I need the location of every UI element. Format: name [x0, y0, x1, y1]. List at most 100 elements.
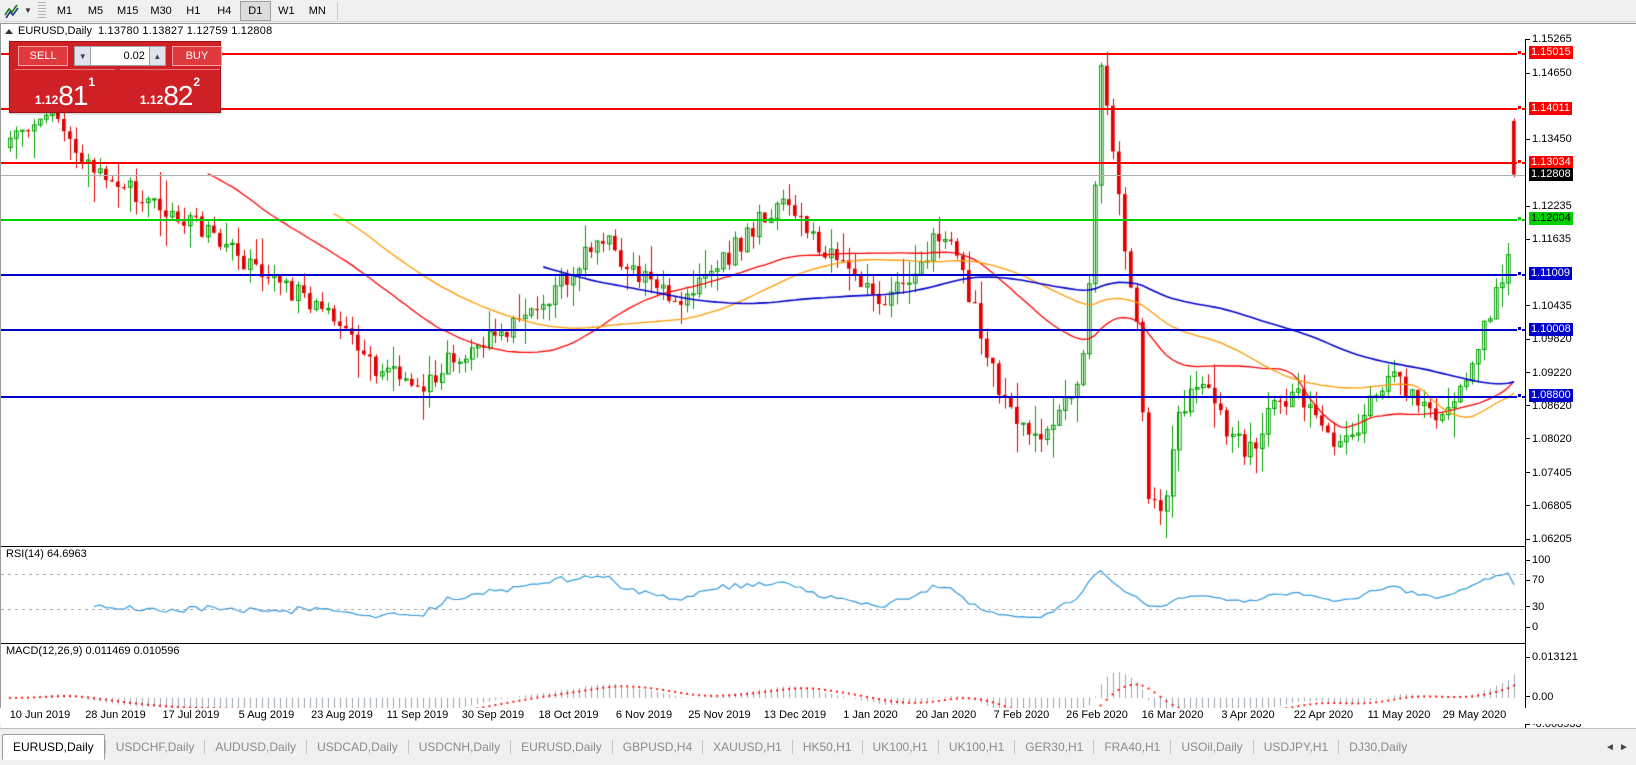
- tab-separator: [306, 740, 308, 754]
- tab-prev-arrow[interactable]: ◄: [1605, 741, 1615, 753]
- one-click-trading-panel[interactable]: SELL ▼ 0.02 ▲ BUY 1.12 81 1 1.12 82 2: [9, 41, 222, 113]
- tab-separator: [937, 740, 939, 754]
- price-level-tag-current-price[interactable]: 1.12808: [1529, 168, 1573, 182]
- level-line-handle[interactable]: [1517, 215, 1522, 221]
- price-level-tag-resistance[interactable]: 1.14011: [1529, 101, 1572, 115]
- chart-tab-audusd-daily[interactable]: AUDUSD,Daily: [215, 740, 297, 754]
- level-line-handle[interactable]: [1517, 326, 1522, 332]
- tab-separator: [104, 740, 106, 754]
- time-axis-label: 18 Oct 2019: [538, 709, 599, 721]
- chart-tab-xauusd-h1[interactable]: XAUUSD,H1: [713, 740, 782, 754]
- price-tick-label: 1.12235: [1532, 200, 1572, 213]
- tab-separator: [861, 740, 863, 754]
- indicators-dropdown-caret[interactable]: ▼: [24, 6, 32, 15]
- chart-tab-usdjpy-h1[interactable]: USDJPY,H1: [1263, 740, 1329, 754]
- horizontal-level-line-1.10008[interactable]: [1, 329, 1525, 332]
- timeframe-button-m30[interactable]: M30: [150, 4, 172, 17]
- chart-tab-hk50-h1[interactable]: HK50,H1: [802, 740, 852, 754]
- timeframe-button-w1[interactable]: W1: [278, 4, 295, 17]
- chart-tab-usdcad-daily[interactable]: USDCAD,Daily: [317, 740, 398, 754]
- level-line-handle[interactable]: [1517, 392, 1522, 398]
- chart-tab-eurusd-daily[interactable]: EURUSD,Daily: [521, 740, 602, 754]
- timeframe-button-h4[interactable]: H4: [217, 4, 232, 17]
- level-line-handle[interactable]: [1517, 105, 1522, 111]
- horizontal-level-line-1.12808[interactable]: [1, 174, 1525, 176]
- chart-tab-uk100-h1[interactable]: UK100,H1: [872, 740, 928, 754]
- chart-tab-uk100-h1[interactable]: UK100,H1: [948, 740, 1005, 754]
- rsi-tick-label: 70: [1532, 574, 1545, 587]
- price-level-tag-resistance[interactable]: 1.13034: [1529, 155, 1573, 169]
- chart-tab-eurusd-daily[interactable]: EURUSD,Daily: [2, 734, 105, 760]
- sell-button[interactable]: SELL: [18, 46, 69, 66]
- chart-tab-usdchf-daily[interactable]: USDCHF,Daily: [115, 740, 195, 754]
- price-level-tag-support[interactable]: 1.08800: [1529, 389, 1573, 403]
- chart-tab-usoil-daily[interactable]: USOil,Daily: [1181, 740, 1243, 754]
- price-tick-label: 1.13450: [1532, 133, 1572, 146]
- buy-button[interactable]: BUY: [171, 46, 222, 66]
- level-line-handle[interactable]: [1517, 270, 1522, 276]
- chart-tab-ger30-h1[interactable]: GER30,H1: [1025, 740, 1084, 754]
- horizontal-level-line-1.13034[interactable]: [1, 162, 1525, 165]
- horizontal-level-line-1.15015[interactable]: [1, 52, 1525, 55]
- horizontal-level-line-1.12004[interactable]: [1, 218, 1525, 221]
- price-level-tag-resistance[interactable]: 1.15015: [1529, 46, 1573, 60]
- chart-window[interactable]: EURUSD,Daily 1.13780 1.13827 1.12759 1.1…: [0, 23, 1636, 731]
- rsi-overbought-line: [1, 574, 1525, 575]
- level-line-handle[interactable]: [1517, 49, 1522, 55]
- rsi-line-canvas: [1, 547, 1525, 634]
- time-axis-label: 26 Feb 2020: [1066, 709, 1128, 721]
- sell-price-pipette: 1: [88, 75, 96, 89]
- timeframe-button-d1[interactable]: D1: [239, 0, 271, 21]
- rsi-oversold-line: [1, 609, 1525, 610]
- tab-separator: [1014, 740, 1016, 754]
- chart-tab-fra40-h1[interactable]: FRA40,H1: [1104, 740, 1161, 754]
- level-line-handle[interactable]: [1517, 159, 1522, 165]
- horizontal-level-line-1.08800[interactable]: [1, 395, 1525, 398]
- rsi-indicator-pane[interactable]: RSI(14) 64.6963: [1, 546, 1525, 634]
- buy-price-display[interactable]: 1.12 82 2: [120, 69, 220, 110]
- time-axis[interactable]: 10 Jun 2019 28 Jun 2019 17 Jul 2019 5 Aug 2…: [0, 708, 1636, 724]
- price-level-tag-support[interactable]: 1.12004: [1529, 212, 1573, 226]
- price-tick-label: 1.09820: [1532, 333, 1572, 346]
- sell-price-display[interactable]: 1.12 81 1: [15, 69, 115, 110]
- price-tick: 1.06805: [1526, 500, 1572, 512]
- tab-separator: [1093, 740, 1095, 754]
- tab-separator: [407, 740, 409, 754]
- tab-separator: [1170, 740, 1172, 754]
- volume-decrement-button[interactable]: ▼: [74, 46, 92, 66]
- time-axis-label: 13 Dec 2019: [763, 709, 827, 721]
- timeframe-button-m1[interactable]: M1: [56, 4, 73, 17]
- price-tick: 1.10435: [1526, 300, 1572, 312]
- timeframe-button-m5[interactable]: M5: [87, 4, 104, 17]
- macd-tick: 0.013121: [1526, 651, 1578, 663]
- horizontal-level-line-1.11009[interactable]: [1, 273, 1525, 276]
- horizontal-level-line-1.14011[interactable]: [1, 108, 1525, 111]
- time-axis-label: 20 Jan 2020: [915, 709, 977, 721]
- chart-tab-gbpusd-h4[interactable]: GBPUSD,H4: [622, 740, 693, 754]
- time-axis-label: 3 Apr 2020: [1221, 709, 1275, 721]
- price-chart-pane[interactable]: [1, 39, 1525, 539]
- price-level-tag-support[interactable]: 1.11009: [1529, 267, 1572, 281]
- indicators-icon[interactable]: [2, 1, 22, 21]
- rsi-tick-label: 30: [1532, 600, 1545, 613]
- rsi-tick: 0: [1526, 621, 1538, 633]
- collapse-triangle-icon[interactable]: [5, 28, 13, 34]
- tab-next-arrow[interactable]: ►: [1619, 741, 1629, 753]
- price-tick: 1.06205: [1526, 533, 1572, 545]
- chart-tab-usdcnh-daily[interactable]: USDCNH,Daily: [418, 740, 501, 754]
- chart-tab-dj30-daily[interactable]: DJ30,Daily: [1349, 740, 1408, 754]
- timeframe-button-mn[interactable]: MN: [308, 4, 326, 17]
- price-scale-axis[interactable]: 1.15265 1.14650 1.13450 1.12235 1.11635 1.104…: [1526, 33, 1636, 731]
- price-tick-label: 1.11635: [1532, 233, 1571, 246]
- time-axis-label: 30 Sep 2019: [461, 709, 525, 721]
- price-tick: 1.11635: [1526, 233, 1571, 245]
- timeframe-button-h1[interactable]: H1: [186, 4, 201, 17]
- rsi-title-label: RSI(14) 64.6963: [6, 548, 87, 560]
- timeframe-button-m15[interactable]: M15: [117, 4, 139, 17]
- price-level-tag-support[interactable]: 1.10008: [1529, 322, 1573, 336]
- chart-title-bar: EURUSD,Daily 1.13780 1.13827 1.12759 1.1…: [1, 24, 1636, 38]
- timeframe-toolbar: ▼ M1 M5 M15 M30 H1 H4 D1 W1 MN: [0, 0, 1636, 22]
- toolbar-drag-handle[interactable]: [38, 1, 46, 20]
- volume-increment-button[interactable]: ▲: [148, 46, 166, 66]
- volume-input[interactable]: 0.02: [91, 46, 149, 66]
